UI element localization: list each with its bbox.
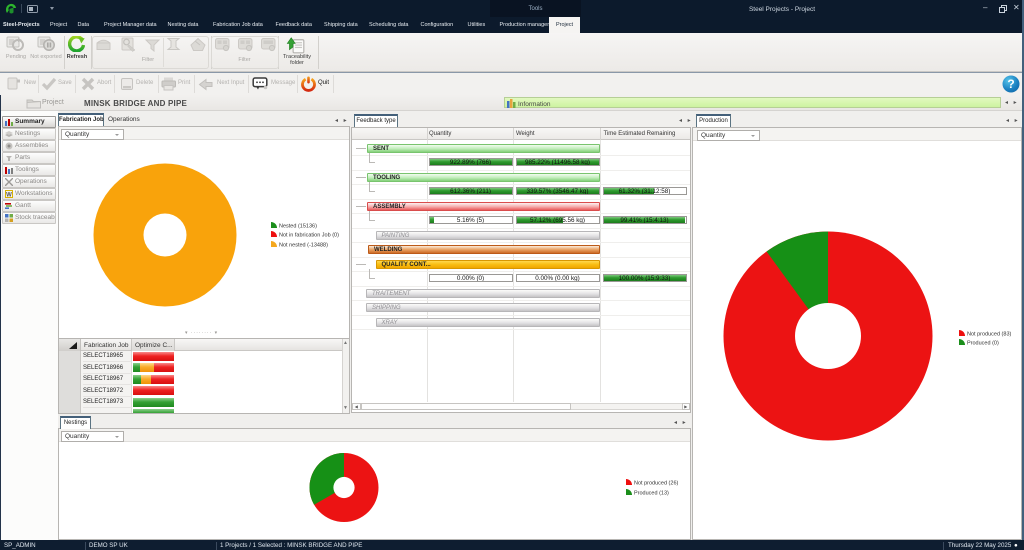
svg-text:W: W <box>6 193 12 199</box>
svg-text:?: ? <box>1007 77 1014 91</box>
